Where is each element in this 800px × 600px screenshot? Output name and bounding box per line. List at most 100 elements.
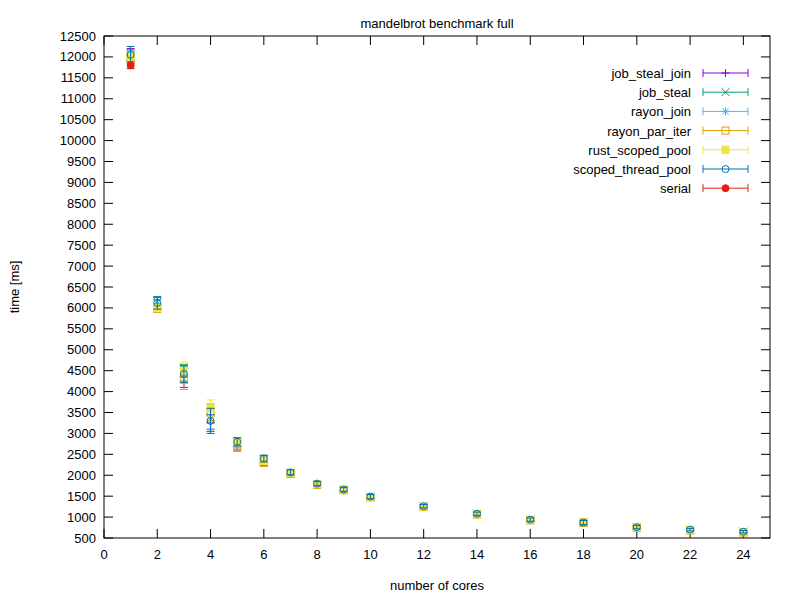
- data-point: [686, 526, 694, 534]
- marker: [722, 127, 729, 134]
- data-point: [286, 470, 294, 478]
- error-bar: [370, 494, 371, 498]
- y-tick-label: 7000: [67, 259, 96, 274]
- marker: [722, 166, 729, 173]
- y-tick-label: 10500: [60, 112, 96, 127]
- y-tick: [104, 328, 113, 329]
- marker: [313, 480, 321, 488]
- data-point: [686, 526, 694, 534]
- series-5: [127, 46, 748, 535]
- error-bar: [183, 366, 184, 383]
- data-point: [580, 519, 588, 526]
- x-tick: [370, 529, 371, 538]
- y-tick-mirror: [761, 349, 770, 350]
- data-point: [286, 469, 294, 476]
- marker: [180, 371, 187, 378]
- data-point: [286, 469, 294, 477]
- y-tick-mirror: [761, 161, 770, 162]
- legend-label: job_steal_join: [610, 66, 691, 81]
- legend-swatch: [703, 130, 748, 131]
- y-tick: [104, 475, 113, 476]
- data-point: [473, 510, 481, 518]
- series-4: [127, 53, 748, 536]
- marker: [127, 51, 134, 58]
- data-point: [633, 524, 641, 532]
- data-point: [686, 526, 694, 533]
- y-tick: [104, 517, 113, 518]
- data-point: [340, 487, 348, 494]
- data-point: [473, 510, 481, 517]
- error-bar: [237, 438, 238, 446]
- legend-swatch: [703, 184, 704, 192]
- x-tick-label: 14: [470, 547, 484, 562]
- legend-swatch: [748, 107, 749, 115]
- x-tick-label: 2: [154, 547, 161, 562]
- error-cap: [153, 296, 161, 297]
- y-tick: [104, 77, 113, 78]
- y-tick: [104, 36, 113, 37]
- marker: [341, 487, 347, 493]
- error-bar: [317, 482, 318, 486]
- y-tick-label: 5500: [67, 321, 96, 336]
- marker: [526, 516, 534, 524]
- data-point: [366, 493, 374, 501]
- legend-entry: scoped_thread_pool: [573, 162, 748, 177]
- marker: [580, 519, 586, 525]
- data-point: [420, 503, 428, 511]
- data-point: [473, 511, 481, 518]
- data-point: [580, 519, 588, 527]
- error-bar: [583, 520, 584, 524]
- error-bar: [530, 518, 531, 521]
- data-point: [580, 519, 588, 527]
- data-point: [526, 516, 534, 524]
- data-point: [286, 470, 294, 477]
- y-tick: [104, 307, 113, 308]
- marker: [527, 516, 534, 523]
- x-tick-mirror: [210, 36, 211, 45]
- marker: [580, 519, 588, 527]
- y-tick-label: 500: [74, 531, 96, 546]
- y-tick-label: 1000: [67, 510, 96, 525]
- data-point: [633, 524, 641, 532]
- data-point: [686, 526, 694, 534]
- legend-swatch: [703, 107, 704, 115]
- y-axis-label: time [ms]: [7, 261, 22, 314]
- data-point: [180, 366, 188, 383]
- data-point: [739, 529, 747, 536]
- legend-entry: job_steal_join: [610, 66, 748, 81]
- y-tick-label: 11500: [61, 70, 96, 85]
- y-tick-label: 1500: [67, 489, 96, 504]
- marker: [740, 529, 746, 535]
- legend-entry: job_steal: [638, 85, 748, 100]
- x-tick-label: 12: [416, 547, 430, 562]
- x-tick-mirror: [104, 36, 105, 45]
- marker: [580, 519, 587, 526]
- marker: [740, 529, 746, 535]
- marker: [420, 504, 427, 511]
- marker: [287, 470, 294, 477]
- data-point: [127, 62, 135, 69]
- data-point: [580, 519, 588, 526]
- data-point: [366, 493, 374, 501]
- marker: [473, 510, 480, 517]
- legend-swatch: [703, 146, 704, 154]
- legend-swatch: [703, 127, 704, 135]
- marker: [367, 493, 374, 500]
- marker: [287, 470, 294, 477]
- marker: [634, 524, 640, 530]
- error-bar: [583, 520, 584, 524]
- error-bar: [636, 525, 637, 528]
- legend-swatch: [748, 146, 749, 154]
- data-point: [526, 516, 534, 524]
- marker: [740, 528, 747, 535]
- y-tick-mirror: [761, 77, 770, 78]
- y-tick-mirror: [761, 56, 770, 57]
- marker: [527, 517, 533, 523]
- y-tick: [104, 119, 113, 120]
- error-cap: [180, 382, 188, 383]
- data-point: [420, 502, 428, 510]
- data-point: [366, 494, 374, 501]
- y-tick: [104, 182, 113, 183]
- x-tick-label: 20: [630, 547, 644, 562]
- x-tick-mirror: [370, 36, 371, 45]
